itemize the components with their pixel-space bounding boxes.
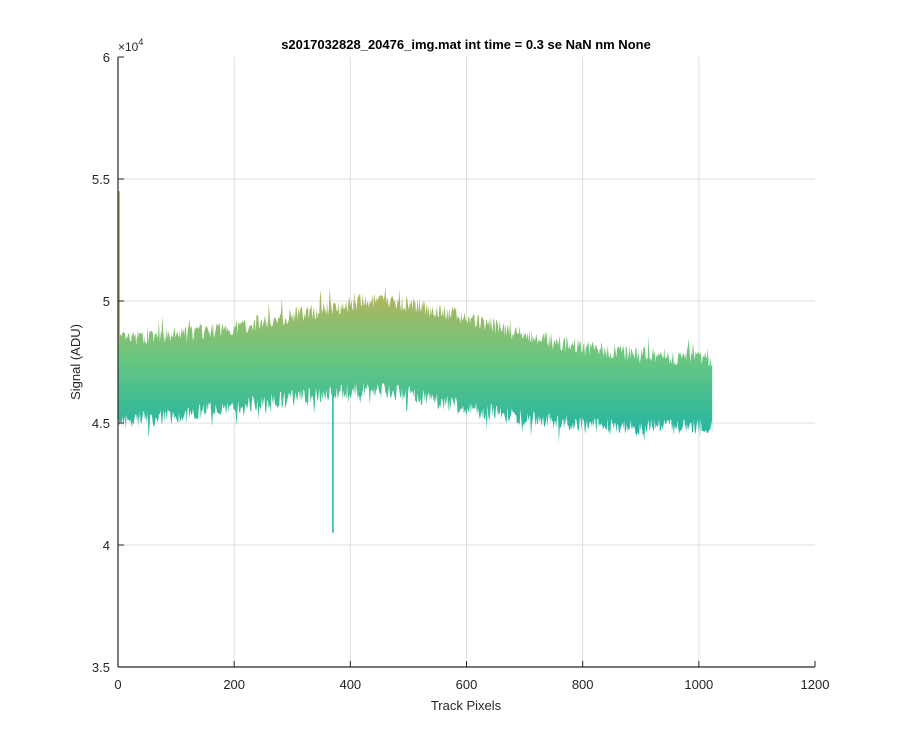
- x-tick-label: 800: [572, 677, 594, 692]
- y-exponent-base: ×10: [118, 40, 139, 54]
- y-axis-exponent: ×104: [118, 37, 143, 54]
- x-tick-label: 1000: [684, 677, 713, 692]
- y-axis-label: Signal (ADU): [68, 324, 83, 400]
- y-exponent-power: 4: [138, 37, 143, 47]
- y-tick-label: 3.5: [92, 660, 110, 675]
- x-axis-label: Track Pixels: [431, 698, 502, 713]
- x-tick-label: 1200: [801, 677, 830, 692]
- data-marks: [118, 191, 713, 533]
- x-tick-label: 400: [339, 677, 361, 692]
- y-tick-label: 5: [103, 294, 110, 309]
- x-tick-label: 0: [114, 677, 121, 692]
- x-tick-label: 600: [456, 677, 478, 692]
- x-tick-label: 200: [223, 677, 245, 692]
- chart-title: s2017032828_20476_img.mat int time = 0.3…: [281, 37, 651, 52]
- ticks: 0 200 400 600 800 1000 1200 3.5 4 4.5 5 5.5 6: [92, 50, 830, 692]
- y-tick-label: 4: [103, 538, 110, 553]
- y-tick-label: 6: [103, 50, 110, 65]
- y-tick-label: 5.5: [92, 172, 110, 187]
- y-tick-label: 4.5: [92, 416, 110, 431]
- signal-band: [118, 287, 713, 443]
